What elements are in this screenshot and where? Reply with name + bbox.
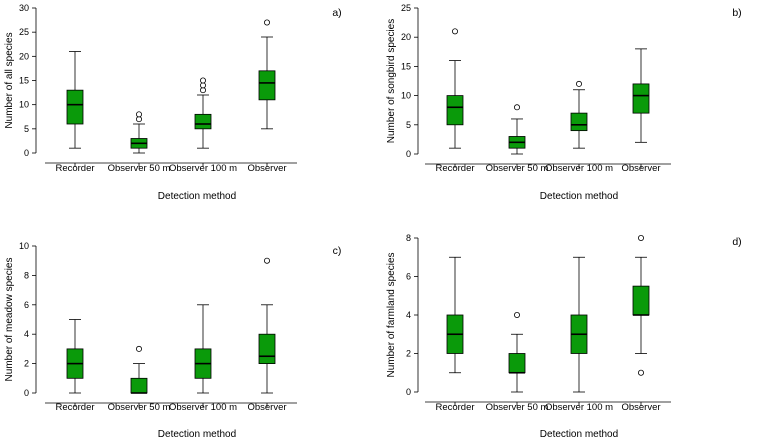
- iqr-box: [194, 113, 212, 130]
- box-observer-100-m: [570, 80, 588, 149]
- category-label: Observer 50 m: [486, 402, 549, 413]
- outlier-point: [199, 77, 206, 84]
- category-label: Observer 100 m: [169, 402, 237, 413]
- box-recorder: [66, 319, 84, 394]
- y-tick-label: 20: [19, 51, 29, 61]
- iqr-box: [258, 333, 276, 365]
- y-tick-label: 20: [401, 32, 411, 42]
- y-tick-label: 10: [19, 100, 29, 110]
- category-label: Observer: [621, 163, 660, 174]
- iqr-box: [570, 112, 588, 132]
- box-recorder: [446, 28, 464, 149]
- y-axis-label: Number of farmland species: [386, 252, 397, 377]
- x-axis-label: Detection method: [158, 191, 236, 202]
- y-tick-label: 10: [401, 91, 411, 101]
- outlier-point: [263, 257, 270, 264]
- category-label: Observer: [247, 402, 286, 413]
- outlier-point: [451, 28, 458, 35]
- box-observer-50-m: [130, 111, 148, 154]
- outlier-point: [576, 80, 583, 87]
- x-axis-label: Detection method: [540, 429, 618, 439]
- y-tick-label: 10: [19, 241, 29, 251]
- category-label: Recorder: [435, 163, 474, 174]
- y-tick-label: 0: [24, 148, 29, 158]
- panel-label: b): [732, 7, 741, 19]
- outlier-point: [135, 345, 142, 352]
- iqr-box: [446, 95, 464, 126]
- iqr-box: [130, 377, 148, 394]
- box-observer: [632, 234, 650, 376]
- y-tick-label: 0: [406, 149, 411, 159]
- category-label: Observer 50 m: [108, 402, 171, 413]
- y-tick-label: 2: [406, 349, 411, 359]
- category-label: Observer 50 m: [486, 163, 549, 174]
- outlier-point: [514, 311, 521, 318]
- y-tick-label: 6: [406, 272, 411, 282]
- y-tick-label: 5: [24, 124, 29, 134]
- iqr-box: [258, 70, 276, 101]
- box-observer: [632, 48, 650, 143]
- y-tick-label: 6: [24, 300, 29, 310]
- box-observer: [258, 19, 276, 130]
- category-label: Observer: [247, 163, 286, 174]
- y-tick-label: 4: [24, 329, 29, 339]
- y-tick-label: 15: [401, 61, 411, 71]
- box-observer-50-m: [130, 345, 148, 394]
- y-tick-label: 15: [19, 76, 29, 86]
- iqr-box: [66, 89, 84, 125]
- y-tick-label: 0: [406, 387, 411, 397]
- y-tick-label: 4: [406, 310, 411, 320]
- y-axis-label: Number of meadow species: [4, 258, 15, 382]
- outlier-point: [263, 19, 270, 26]
- y-tick-label: 0: [24, 388, 29, 398]
- iqr-box: [508, 353, 526, 374]
- outlier-point: [135, 111, 142, 118]
- category-label: Observer 50 m: [108, 163, 171, 174]
- y-tick-label: 2: [24, 359, 29, 369]
- box-observer-50-m: [508, 104, 526, 155]
- iqr-box: [632, 83, 650, 114]
- x-axis-label: Detection method: [540, 191, 618, 202]
- panel-label: d): [732, 236, 741, 248]
- category-label: Observer 100 m: [545, 163, 613, 174]
- category-label: Observer 100 m: [169, 163, 237, 174]
- outlier-point: [638, 234, 645, 241]
- y-tick-label: 25: [19, 27, 29, 37]
- category-label: Recorder: [55, 402, 94, 413]
- x-axis-label: Detection method: [158, 429, 236, 439]
- iqr-box: [632, 285, 650, 316]
- box-observer-100-m: [194, 304, 212, 394]
- outlier-point: [514, 104, 521, 111]
- panel-label: c): [333, 245, 342, 257]
- outlier-point: [199, 82, 206, 89]
- outlier-point: [638, 369, 645, 376]
- y-tick-label: 25: [401, 3, 411, 13]
- category-label: Recorder: [435, 402, 474, 413]
- outlier-point: [135, 116, 142, 123]
- y-axis-label: Number of all species: [4, 32, 15, 128]
- y-tick-label: 5: [406, 120, 411, 130]
- category-label: Observer 100 m: [545, 402, 613, 413]
- box-observer-100-m: [570, 256, 588, 393]
- box-observer-100-m: [194, 77, 212, 149]
- chart-panel-b: 0 5 10 15 20 25 Recorder Observer 50 mObserver …: [386, 3, 742, 202]
- y-tick-label: 30: [19, 3, 29, 13]
- box-observer: [258, 257, 276, 394]
- box-recorder: [446, 256, 464, 374]
- y-tick-label: 8: [24, 270, 29, 280]
- category-label: Observer: [621, 402, 660, 413]
- box-observer-50-m: [508, 311, 526, 393]
- category-label: Recorder: [55, 163, 94, 174]
- box-recorder: [66, 51, 84, 149]
- y-axis-label: Number of songbird species: [386, 19, 397, 144]
- outlier-point: [199, 87, 206, 94]
- y-tick-label: 8: [406, 233, 411, 243]
- panel-label: a): [332, 7, 341, 19]
